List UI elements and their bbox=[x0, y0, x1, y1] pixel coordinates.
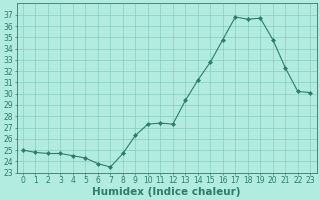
X-axis label: Humidex (Indice chaleur): Humidex (Indice chaleur) bbox=[92, 187, 241, 197]
